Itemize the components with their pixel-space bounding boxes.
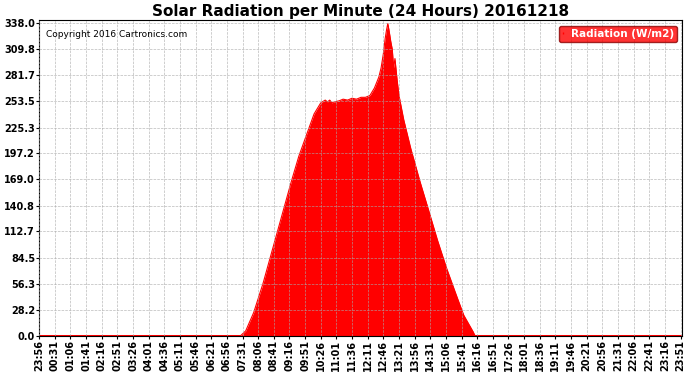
Text: Copyright 2016 Cartronics.com: Copyright 2016 Cartronics.com — [46, 30, 187, 39]
Legend: Radiation (W/m2): Radiation (W/m2) — [560, 26, 677, 42]
Title: Solar Radiation per Minute (24 Hours) 20161218: Solar Radiation per Minute (24 Hours) 20… — [152, 4, 569, 19]
